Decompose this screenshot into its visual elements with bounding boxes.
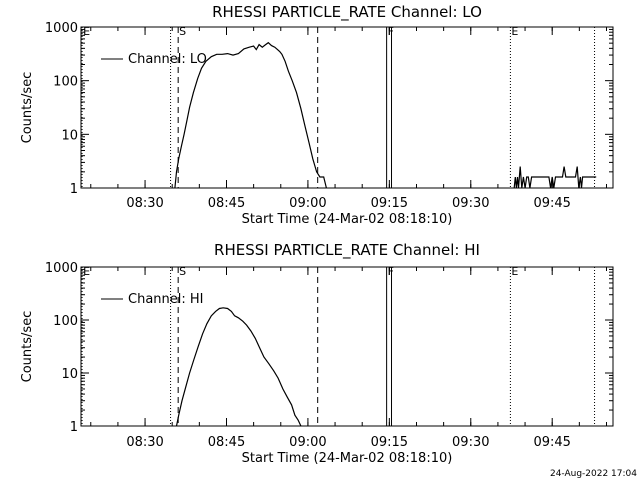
chart-title: RHESSI PARTICLE_RATE Channel: HI xyxy=(214,241,480,260)
y-tick-label: 1 xyxy=(70,182,78,197)
data-series-line xyxy=(174,41,327,189)
marker-letter: S xyxy=(179,25,186,38)
y-tick-label: 100 xyxy=(53,75,78,90)
plot-frame xyxy=(80,26,614,189)
y-axis-label: Counts/sec xyxy=(20,311,35,383)
y-tick-label: 10 xyxy=(61,128,78,143)
x-tick-label: 08:45 xyxy=(208,196,245,211)
x-tick-label: 09:00 xyxy=(289,435,326,450)
y-tick-label: 1000 xyxy=(45,21,78,36)
chart-title: RHESSI PARTICLE_RATE Channel: LO xyxy=(212,3,482,22)
marker-letter: F xyxy=(388,25,394,38)
y-axis-label: Counts/sec xyxy=(20,72,35,144)
x-tick-label: 09:15 xyxy=(371,196,408,211)
legend-label: Channel: HI xyxy=(128,292,204,307)
legend-label: Channel: LO xyxy=(128,52,207,67)
marker-letter: E xyxy=(83,25,90,38)
y-tick-label: 100 xyxy=(53,314,78,329)
y-tick-label: 1 xyxy=(70,420,78,435)
x-tick-label: 09:45 xyxy=(533,196,570,211)
x-tick-label: 09:00 xyxy=(289,196,326,211)
x-axis-label: Start Time (24-Mar-02 08:18:10) xyxy=(242,212,453,227)
x-tick-label: 08:30 xyxy=(126,196,163,211)
x-tick-label: 09:30 xyxy=(452,196,489,211)
marker-letter: E xyxy=(511,265,518,278)
marker-letter: E xyxy=(511,25,518,38)
marker-letter: E xyxy=(83,265,90,278)
marker-letter: S xyxy=(179,265,186,278)
x-tick-label: 09:30 xyxy=(452,435,489,450)
y-tick-label: 10 xyxy=(61,367,78,382)
x-tick-label: 08:45 xyxy=(208,435,245,450)
plot-frame xyxy=(80,266,614,427)
plot-timestamp: 24-Aug-2022 17:04 xyxy=(550,469,637,479)
lo-channel-panel: RHESSI PARTICLE_RATE Channel: LO 1 10 100 10… xyxy=(20,3,614,227)
data-series-line xyxy=(175,307,302,427)
marker-letter: F xyxy=(388,265,394,278)
hi-channel-panel: RHESSI PARTICLE_RATE Channel: HI 1 10 100 10… xyxy=(20,241,614,466)
x-tick-label: 09:15 xyxy=(371,435,408,450)
y-tick-label: 1000 xyxy=(45,261,78,276)
x-tick-label: 09:45 xyxy=(533,435,570,450)
data-series-line xyxy=(513,166,597,189)
x-axis-label: Start Time (24-Mar-02 08:18:10) xyxy=(242,451,453,466)
x-tick-label: 08:30 xyxy=(126,435,163,450)
